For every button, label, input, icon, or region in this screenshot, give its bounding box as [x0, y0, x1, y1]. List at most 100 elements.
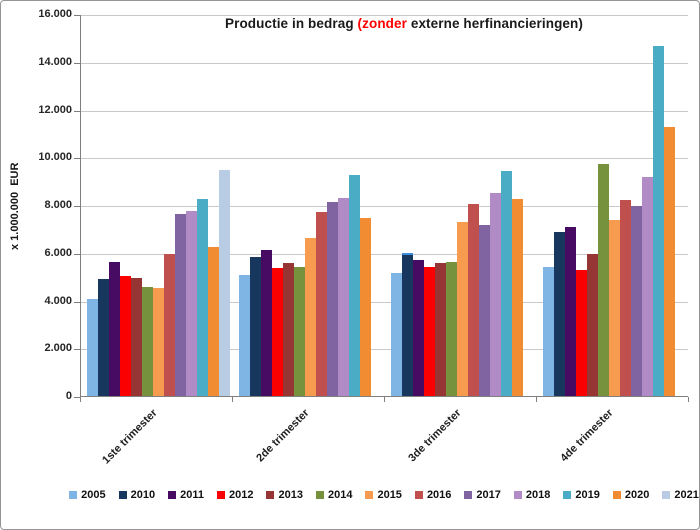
bar-2012-q3[interactable]	[424, 267, 435, 397]
y-tick-mark	[74, 349, 80, 350]
bar-2014-q3[interactable]	[446, 262, 457, 397]
legend-label-2010: 2010	[130, 489, 156, 501]
legend-swatch-2010	[118, 491, 127, 499]
bar-2013-q2[interactable]	[283, 263, 294, 397]
bar-2014-q2[interactable]	[294, 267, 305, 397]
bar-2018-q2[interactable]	[338, 198, 349, 397]
legend-item-2021[interactable]: 2021	[662, 489, 699, 501]
bar-2019-q1[interactable]	[197, 199, 208, 397]
bar-2011-q4[interactable]	[565, 227, 576, 397]
legend-item-2017[interactable]: 2017	[464, 489, 501, 501]
bar-2010-q3[interactable]	[402, 253, 413, 397]
bar-2013-q3[interactable]	[435, 263, 446, 397]
legend-item-2014[interactable]: 2014	[315, 489, 352, 501]
bar-2010-q1[interactable]	[98, 279, 109, 397]
bar-2010-q2[interactable]	[250, 257, 261, 397]
bar-2019-q3[interactable]	[501, 171, 512, 397]
legend-swatch-2020	[612, 491, 621, 499]
bar-2005-q3[interactable]	[391, 273, 402, 397]
legend-item-2019[interactable]: 2019	[563, 489, 600, 501]
legend-swatch-2005	[69, 491, 78, 499]
bar-2019-q2[interactable]	[349, 175, 360, 397]
bar-2015-q4[interactable]	[609, 220, 620, 397]
x-axis-line	[80, 396, 688, 397]
bar-2018-q3[interactable]	[490, 193, 501, 397]
y-tick-label: 10.000	[38, 151, 72, 163]
y-tick-label: 8.000	[44, 199, 72, 211]
legend-item-2005[interactable]: 2005	[69, 489, 106, 501]
chart-title: Productie in bedrag (zonder externe herf…	[100, 16, 699, 31]
bar-2015-q3[interactable]	[457, 222, 468, 397]
bar-2016-q3[interactable]	[468, 204, 479, 397]
bar-2020-q1[interactable]	[208, 247, 219, 397]
bar-2017-q3[interactable]	[479, 225, 490, 397]
gridline	[80, 349, 688, 350]
bar-2021-q1[interactable]	[219, 170, 230, 397]
y-tick-mark	[74, 397, 80, 398]
bar-2016-q2[interactable]	[316, 212, 327, 397]
y-tick-label: 0	[65, 390, 72, 402]
gridline	[80, 15, 688, 16]
y-tick-label: 14.000	[38, 56, 72, 68]
bar-2020-q3[interactable]	[512, 199, 523, 397]
x-tick-mark	[536, 397, 537, 402]
x-tick-mark	[384, 397, 385, 402]
legend-swatch-2016	[414, 491, 423, 499]
bar-2017-q1[interactable]	[175, 214, 186, 397]
y-tick-label: 4.000	[44, 295, 72, 307]
y-tick-mark	[74, 302, 80, 303]
y-tick-mark	[74, 111, 80, 112]
chart-title-segment: externe herfinancieringen)	[406, 16, 583, 31]
bar-2020-q4[interactable]	[664, 127, 675, 397]
bar-2013-q1[interactable]	[131, 278, 142, 397]
legend-item-2011[interactable]: 2011	[168, 489, 204, 501]
bar-2016-q4[interactable]	[620, 200, 631, 397]
plot-area	[80, 15, 688, 397]
bar-2018-q4[interactable]	[642, 177, 653, 397]
legend-swatch-2013	[266, 491, 275, 499]
legend-item-2015[interactable]: 2015	[365, 489, 402, 501]
bar-2017-q4[interactable]	[631, 206, 642, 397]
legend-label-2016: 2016	[426, 489, 452, 501]
bar-2011-q1[interactable]	[109, 262, 120, 397]
legend-label-2012: 2012	[229, 489, 254, 501]
bar-2014-q4[interactable]	[598, 164, 609, 397]
legend-item-2016[interactable]: 2016	[414, 489, 452, 501]
bar-2020-q2[interactable]	[360, 218, 371, 397]
bar-2013-q4[interactable]	[587, 254, 598, 397]
y-tick-mark	[74, 206, 80, 207]
bar-2012-q1[interactable]	[120, 276, 131, 397]
legend-item-2012[interactable]: 2012	[217, 489, 253, 501]
legend-swatch-2021	[662, 491, 671, 499]
category-group-3	[384, 15, 536, 397]
bar-2018-q1[interactable]	[186, 211, 197, 397]
legend-item-2020[interactable]: 2020	[612, 489, 649, 501]
bar-2010-q4[interactable]	[554, 232, 565, 397]
legend-item-2010[interactable]: 2010	[118, 489, 156, 501]
bar-2015-q1[interactable]	[153, 288, 164, 397]
legend-label-2015: 2015	[377, 489, 402, 501]
bar-2005-q1[interactable]	[87, 299, 98, 397]
category-group-2	[232, 15, 384, 397]
legend-label-2017: 2017	[476, 489, 501, 501]
bar-2011-q2[interactable]	[261, 250, 272, 397]
bar-2005-q2[interactable]	[239, 275, 250, 397]
bar-2005-q4[interactable]	[543, 267, 554, 397]
category-group-1	[80, 15, 232, 397]
bar-2019-q4[interactable]	[653, 46, 664, 397]
bar-2015-q2[interactable]	[305, 238, 316, 397]
y-axis-line	[80, 15, 81, 398]
bar-2014-q1[interactable]	[142, 287, 153, 397]
bar-2012-q2[interactable]	[272, 268, 283, 397]
x-axis-label-3: 3de trimester	[406, 407, 464, 465]
bar-2012-q4[interactable]	[576, 270, 587, 397]
y-tick-mark	[74, 254, 80, 255]
legend-label-2013: 2013	[278, 489, 303, 501]
legend-item-2018[interactable]: 2018	[513, 489, 550, 501]
bar-2011-q3[interactable]	[413, 260, 424, 397]
bar-2016-q1[interactable]	[164, 254, 175, 397]
legend-item-2013[interactable]: 2013	[266, 489, 303, 501]
legend-swatch-2017	[464, 491, 473, 499]
y-tick-mark	[74, 158, 80, 159]
bar-2017-q2[interactable]	[327, 202, 338, 397]
